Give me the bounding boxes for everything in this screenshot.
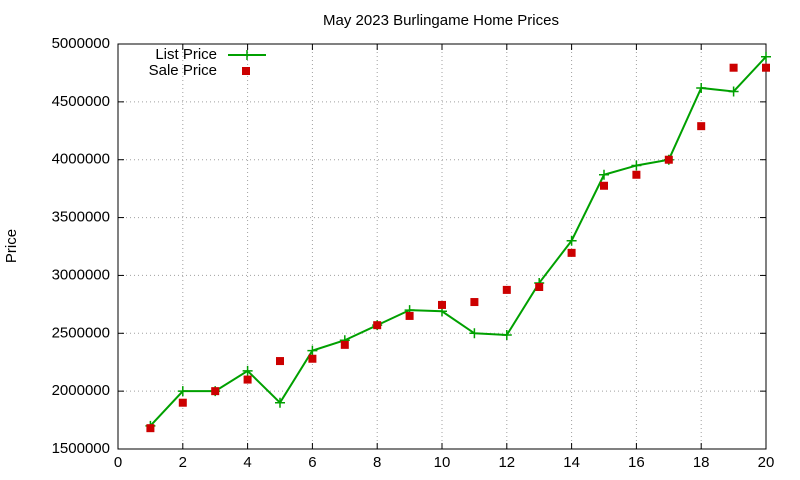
point (762, 63, 770, 72)
point (599, 169, 609, 180)
point (146, 424, 155, 433)
x-tick-label: 20 (758, 454, 775, 471)
point (177, 386, 188, 397)
chart-title: May 2023 Burlingame Home Prices (323, 12, 559, 29)
point (600, 181, 608, 190)
point (696, 82, 707, 93)
point (761, 51, 771, 62)
point (631, 160, 642, 171)
point (728, 86, 739, 97)
legend-label: List Price (155, 46, 217, 63)
legend-swatch (242, 50, 252, 60)
point (242, 365, 253, 376)
point (276, 357, 284, 366)
point (470, 298, 479, 307)
x-tick-label: 10 (434, 454, 451, 471)
point (340, 340, 349, 349)
x-tick-label: 14 (563, 454, 580, 471)
y-tick-label: 2000000 (52, 382, 110, 399)
y-tick-label: 3000000 (52, 266, 110, 283)
x-tick-label: 8 (373, 454, 381, 471)
point (632, 170, 641, 179)
point (211, 387, 220, 396)
x-tick-label: 6 (308, 454, 316, 471)
legend-swatch (242, 67, 250, 75)
x-tick-label: 2 (179, 454, 187, 471)
point (275, 397, 285, 408)
point (405, 311, 414, 320)
y-axis-label: Price (3, 229, 20, 263)
x-tick-label: 18 (693, 454, 710, 471)
y-tick-label: 5000000 (52, 35, 110, 52)
point (502, 285, 511, 294)
legend-label: Sale Price (149, 62, 217, 79)
point (308, 354, 317, 363)
series-line (149, 56, 767, 427)
point (535, 283, 544, 291)
point (243, 375, 252, 384)
point (697, 122, 706, 131)
point (469, 328, 480, 339)
x-tick-label: 12 (498, 454, 515, 471)
point (729, 63, 738, 72)
point (501, 330, 512, 341)
point (438, 300, 446, 309)
y-tick-label: 4000000 (52, 151, 110, 168)
point (664, 155, 673, 164)
point (178, 398, 187, 407)
point (566, 235, 577, 246)
point (373, 321, 382, 330)
x-tick-label: 0 (114, 454, 122, 471)
plot-frame (117, 43, 767, 450)
point (567, 248, 576, 257)
y-tick-label: 3500000 (52, 209, 110, 226)
y-tick-label: 1500000 (52, 440, 110, 457)
point (307, 345, 318, 356)
x-tick-label: 16 (628, 454, 645, 471)
x-tick-label: 4 (243, 454, 251, 471)
y-tick-label: 2500000 (52, 324, 110, 341)
y-tick-label: 4500000 (52, 93, 110, 110)
